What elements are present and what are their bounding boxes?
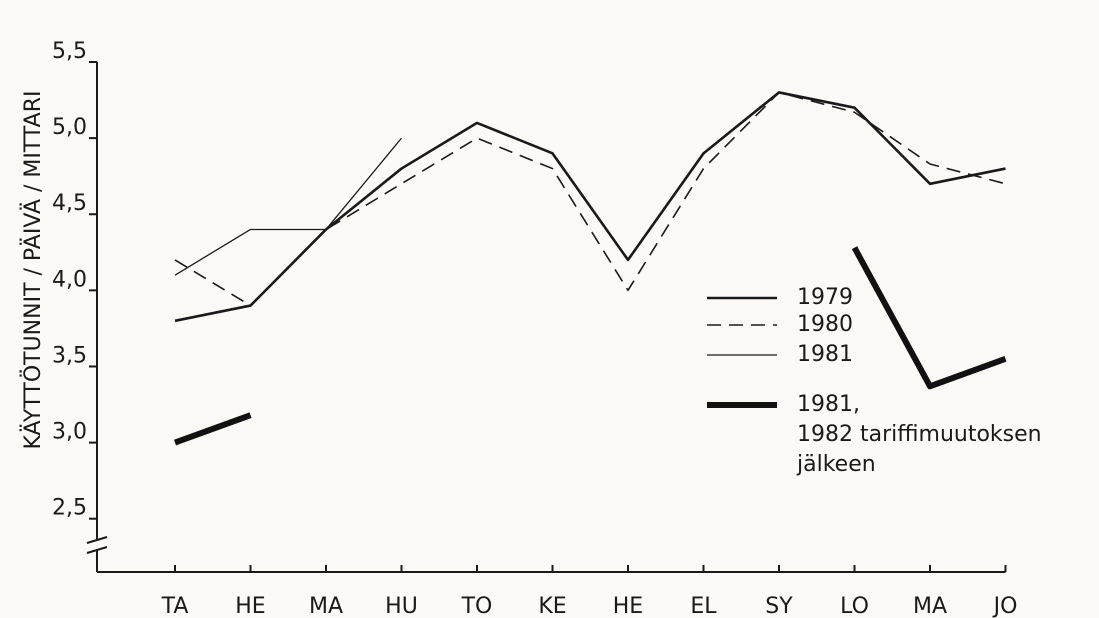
series-line [174, 91, 1006, 307]
x-tick-label: SY [765, 594, 793, 618]
axis-break [86, 536, 108, 544]
legend-label: 1980 [797, 312, 853, 337]
x-tick-label: TA [161, 594, 189, 618]
legend-label: 1981 [797, 342, 853, 367]
x-tick-label: MA [913, 594, 947, 618]
series-line [173, 246, 1007, 446]
series-line [174, 91, 1006, 323]
x-tick-label: HE [235, 594, 265, 618]
series-line [174, 137, 403, 276]
x-tick-label: MA [309, 594, 343, 618]
x-tick-label: EL [690, 594, 717, 618]
x-tick-label: KE [538, 594, 566, 618]
legend-label: 1979 [797, 285, 853, 310]
y-tick-label: 4,0 [52, 267, 87, 292]
x-tick-label: TO [461, 594, 493, 618]
y-tick-label: 5,5 [52, 39, 87, 64]
axis-break [86, 546, 108, 554]
y-axis-label: KÄYTTÖTUNNIT / PÄIVÄ / MITTARI [20, 91, 46, 450]
x-tick-label: HE [613, 594, 643, 618]
x-tick-label: HU [385, 594, 418, 618]
y-tick-label: 3,0 [52, 420, 87, 445]
x-tick-label: JO [992, 594, 1018, 618]
y-tick-label: 4,5 [52, 191, 87, 216]
y-tick-label: 5,0 [52, 115, 87, 140]
y-tick-label: 2,5 [52, 496, 87, 521]
legend-label: 1981, 1982 tariffimuutoksen jälkeen [797, 392, 1042, 477]
y-tick-label: 3,5 [52, 343, 87, 368]
x-tick-label: LO [840, 594, 869, 618]
